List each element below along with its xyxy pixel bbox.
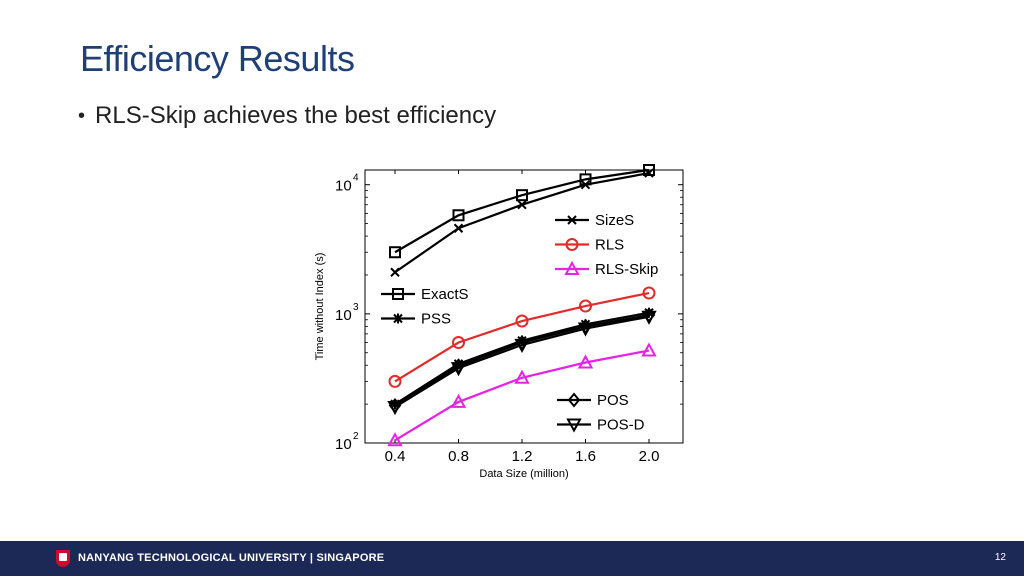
data-point-rls-skip (514, 369, 530, 384)
legend-marker-sizes (567, 215, 577, 225)
data-point-rls (452, 336, 465, 350)
data-point-sizes (644, 168, 654, 178)
series-line-rls-skip (394, 349, 650, 442)
y-tick-exponent: 3 (353, 302, 359, 313)
legend-marker-pos (567, 392, 581, 408)
x-tick-label: 2.0 (639, 448, 660, 465)
legend-marker-pss (393, 313, 403, 324)
data-point-exacts (643, 164, 655, 176)
series-line-rls (394, 291, 650, 383)
y-tick-exponent: 2 (353, 431, 359, 442)
data-point-pos-d (387, 401, 403, 416)
legend-marker-pos-d (566, 418, 582, 433)
bullet-icon: • (78, 104, 86, 127)
data-point-sizes (517, 200, 527, 210)
data-point-exacts (452, 209, 465, 222)
series-line-pos (394, 313, 650, 407)
legend-label-pss: PSS (421, 311, 451, 328)
bullet-text: RLS-Skip achieves the best efficiency (95, 102, 497, 129)
data-point-sizes (390, 267, 400, 277)
data-point-rls (388, 374, 402, 388)
legend-marker-rls (565, 238, 579, 251)
series-line-exacts (394, 168, 650, 254)
data-point-rls (579, 299, 592, 313)
series-line-pos-d (394, 315, 650, 408)
data-point-pss (390, 399, 400, 410)
data-point-pos-d (641, 310, 657, 325)
legend-marker-exacts (392, 288, 404, 300)
y-tick-label: 10 (335, 178, 352, 195)
data-point-exacts (516, 189, 528, 202)
x-tick-label: 0.4 (385, 448, 406, 465)
data-point-rls-skip (577, 354, 594, 369)
legend-label-rls: RLS (595, 237, 624, 254)
bullet-item: • RLS-Skip achieves the best efficiency (78, 102, 496, 130)
legend-label-pos-d: POS-D (597, 417, 645, 434)
data-point-pss (644, 307, 654, 318)
data-point-pos-d (514, 338, 530, 353)
plot-frame (364, 169, 684, 444)
data-point-rls (515, 314, 529, 328)
footer-bar: NANYANG TECHNOLOGICAL UNIVERSITY | SINGA… (0, 541, 1024, 576)
data-point-rls (642, 286, 656, 300)
data-point-rls-skip (450, 393, 467, 408)
y-tick-exponent: 4 (353, 173, 359, 184)
x-tick-label: 1.6 (575, 448, 596, 465)
x-axis-label: Data Size (million) (479, 468, 568, 480)
data-point-rls-skip (387, 432, 403, 447)
data-point-sizes (580, 180, 591, 190)
y-axis-label: Time without Index (s) (314, 253, 326, 361)
legend-label-pos: POS (597, 392, 629, 409)
legend-marker-rls-skip (564, 260, 580, 275)
x-tick-label: 0.8 (448, 448, 469, 465)
page-number: 12 (994, 552, 1006, 563)
university-crest-icon (56, 550, 70, 567)
data-point-pos-d (450, 362, 467, 377)
slide-title: Efficiency Results (80, 38, 355, 79)
data-point-rls-skip (641, 342, 657, 357)
y-tick-label: 10 (335, 436, 352, 453)
data-point-exacts (389, 246, 401, 259)
data-point-pos-d (577, 322, 594, 337)
x-tick-label: 1.2 (512, 448, 533, 465)
y-tick-label: 10 (335, 307, 352, 324)
legend-label-exacts: ExactS (421, 286, 469, 303)
university-name: NANYANG TECHNOLOGICAL UNIVERSITY | SINGA… (78, 552, 385, 564)
data-point-sizes (453, 223, 464, 233)
legend-label-rls-skip: RLS-Skip (595, 261, 658, 278)
legend-label-sizes: SizeS (595, 212, 634, 229)
